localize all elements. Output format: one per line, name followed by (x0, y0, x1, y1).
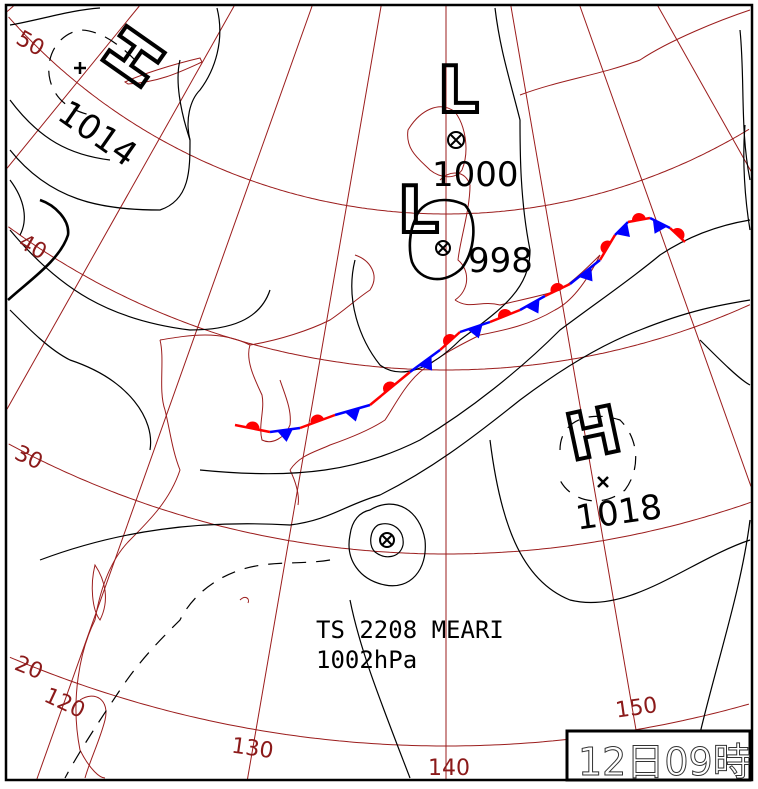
cold-front-triangle (615, 222, 630, 237)
storm-pressure: 1002hPa (316, 646, 417, 674)
high-pressure-east: H 1018 (558, 391, 665, 539)
lat-label-30: 30 (11, 441, 47, 475)
lat-label-50: 50 (12, 26, 49, 62)
meridian-90 (7, 6, 14, 12)
meridian-100 (7, 6, 140, 169)
lon-label-150: 150 (614, 693, 659, 724)
high-pressure-northwest: H 1014 (50, 13, 183, 175)
coastlines (75, 9, 751, 779)
high-symbol: H (90, 15, 181, 101)
low-symbol: L (438, 54, 479, 128)
lat-lon-grid (7, 6, 751, 779)
low-symbol: L (398, 174, 439, 248)
lat-label-20: 20 (11, 651, 46, 685)
cold-front-triangle (525, 299, 540, 314)
x-center-icon (597, 476, 609, 488)
meridian-170 (657, 6, 751, 172)
cold-front-triangle (418, 356, 433, 371)
low-pressure-south: L 998 (396, 172, 533, 281)
meridian-120 (36, 6, 313, 779)
warm-front-semicircle (245, 421, 260, 430)
cold-front-triangle (578, 267, 593, 282)
warm-segment (234, 423, 271, 434)
cold-front-triangle (277, 428, 293, 442)
latitude-line-40 (8, 226, 751, 371)
warm-front-semicircle (310, 414, 325, 424)
storm-name: TS 2208 MEARI (316, 616, 504, 644)
cold-front-triangle (467, 324, 483, 339)
latitude-line-50 (8, 16, 750, 215)
warm-front-semicircle (498, 309, 512, 319)
isobars (7, 7, 751, 779)
circled-x-center-icon (379, 532, 395, 548)
tropical-storm: TS 2208 MEARI 1002hPa (316, 532, 504, 674)
pressure-label: 1014 (50, 93, 144, 175)
warm-front-semicircle (383, 381, 396, 393)
warm-front-semicircle (550, 283, 564, 294)
map-frame (4, 3, 754, 782)
meridian-130 (247, 6, 382, 779)
plus-center-icon (74, 62, 86, 74)
datetime-label: 12日09時 (578, 740, 751, 784)
pressure-label: 1000 (432, 155, 519, 195)
meridian-150 (510, 6, 645, 779)
high-symbol: H (560, 393, 628, 477)
meridian-160 (579, 6, 751, 487)
warm-front-semicircle (600, 240, 612, 254)
cold-front-triangle (652, 219, 668, 234)
warm-front-semicircle (672, 228, 685, 240)
cold-front-triangle (344, 407, 361, 422)
warm-front-semicircle (632, 213, 646, 222)
circled-x-center-icon (447, 131, 465, 149)
lon-label-130: 130 (230, 734, 275, 765)
warm-front-semicircle (443, 334, 456, 346)
lon-label-140: 140 (428, 756, 470, 781)
datetime-box: 12日09時 (565, 729, 752, 785)
circled-x-center-icon (435, 240, 451, 256)
pressure-label: 998 (468, 241, 533, 281)
stationary-front (234, 213, 686, 442)
lon-label-120: 120 (40, 683, 89, 723)
low-pressure-north: L 1000 (432, 52, 519, 195)
